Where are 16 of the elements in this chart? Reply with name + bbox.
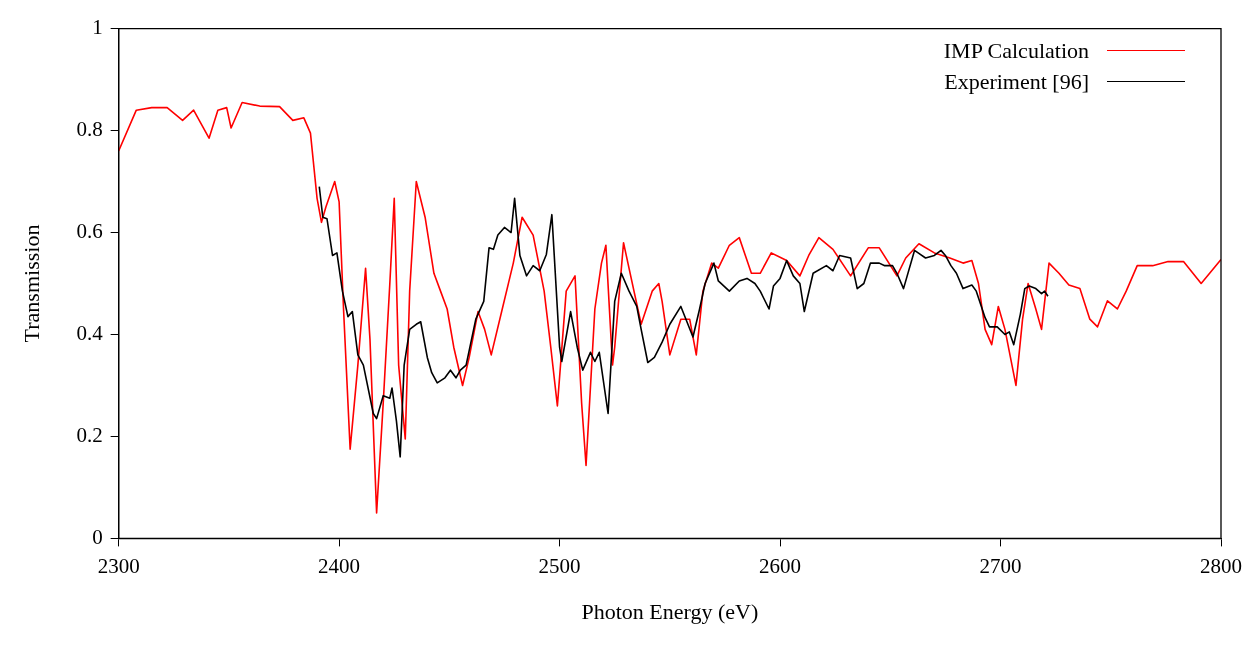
x-tick-label: 2700 [979,553,1022,578]
x-tick-label: 2600 [759,553,802,578]
y-tick-label: 1 [92,15,103,40]
legend-label: IMP Calculation [943,36,1089,65]
x-tick-label: 2300 [97,553,140,578]
x-tick-label: 2800 [1200,553,1242,578]
y-tick-label: 0.6 [76,219,103,244]
x-axis-title: Photon Energy (eV) [581,598,759,624]
legend-label: Experiment [96] [944,67,1089,96]
y-tick-label: 0.2 [76,422,103,447]
y-axis-title: Transmission [18,224,44,343]
y-tick-label: 0.8 [76,117,103,142]
x-tick-label: 2400 [318,553,361,578]
y-tick-label: 0 [92,524,103,549]
x-tick-label: 2500 [538,553,581,578]
y-tick-label: 0.4 [76,321,104,345]
